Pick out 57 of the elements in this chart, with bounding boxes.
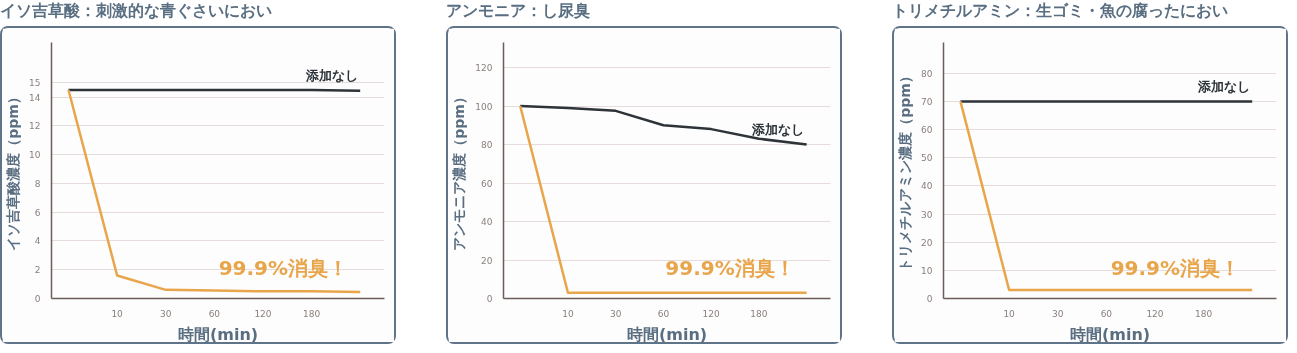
line-series <box>518 104 808 146</box>
x-tick-label: 30 <box>609 308 622 319</box>
x-tick-label: 180 <box>750 308 768 319</box>
y-tick-label: 100 <box>475 101 493 112</box>
x-tick-label: 120 <box>254 308 272 319</box>
x-tick-label: 10 <box>111 308 124 319</box>
y-tick-label: 60 <box>481 178 493 189</box>
x-tick-label: 120 <box>702 308 721 319</box>
chart-title: イソ吉草酸：刺激的な青ぐさいにおい <box>0 1 272 20</box>
x-axis-title: 時間(min) <box>626 324 708 344</box>
y-tick-label: 60 <box>921 125 933 136</box>
y-tick-label: 0 <box>486 294 493 304</box>
y-tick-label: 12 <box>29 121 41 132</box>
x-axis-title: 時間(min) <box>1069 324 1151 344</box>
y-tick-label: 80 <box>481 140 493 151</box>
x-tick-label: 60 <box>208 308 221 319</box>
x-tick-label: 120 <box>1146 308 1164 319</box>
x-tick-label: 10 <box>562 308 574 319</box>
chart-title: アンモニア：し尿臭 <box>446 1 590 20</box>
y-tick-label: 70 <box>921 97 933 108</box>
annotation: 99.9%消臭！ <box>665 255 795 280</box>
annotation: 99.9%消臭！ <box>1110 255 1241 280</box>
y-axis-title: アンモニア濃度（ppm） <box>451 90 468 251</box>
series-label: 添加なし <box>1196 78 1250 94</box>
y-axis-title: トリメチルアミン濃度（ppm） <box>897 69 914 272</box>
x-tick-label: 180 <box>1194 308 1213 319</box>
y-tick-label: 120 <box>475 63 493 74</box>
y-tick-label: 40 <box>921 181 933 192</box>
y-tick-label: 0 <box>926 294 933 304</box>
series-label: 添加なし <box>751 121 805 137</box>
x-tick-label: 10 <box>1003 308 1016 319</box>
y-tick-label: 6 <box>34 207 41 218</box>
y-tick-label: 30 <box>921 209 933 220</box>
x-tick-label: 60 <box>1100 308 1113 319</box>
chart-title: トリメチルアミン：生ゴミ・魚の腐ったにおい <box>892 1 1228 20</box>
y-tick-label: 0 <box>34 294 41 304</box>
x-axis-title: 時間(min) <box>177 324 259 344</box>
y-tick-label: 4 <box>34 236 41 247</box>
y-tick-label: 10 <box>29 150 41 161</box>
y-tick-label: 20 <box>921 237 933 248</box>
y-tick-label: 20 <box>481 255 493 266</box>
y-tick-label: 40 <box>481 217 493 228</box>
y-tick-label: 14 <box>29 92 41 103</box>
y-axis-title: イソ吉草酸濃度（ppm） <box>5 90 22 251</box>
y-tick-label: 10 <box>921 265 933 276</box>
y-tick-label: 80 <box>921 68 933 79</box>
x-tick-label: 60 <box>657 308 670 319</box>
annotation: 99.9%消臭！ <box>218 255 349 280</box>
y-tick-label: 2 <box>34 265 41 276</box>
y-tick-label: 50 <box>921 153 933 164</box>
series-label: 添加なし <box>304 67 358 83</box>
line-series <box>67 88 362 294</box>
x-tick-label: 30 <box>160 308 172 319</box>
x-tick-label: 30 <box>1052 308 1064 319</box>
y-tick-label: 15 <box>29 78 41 89</box>
y-tick-label: 8 <box>34 178 41 189</box>
x-tick-label: 180 <box>302 308 321 319</box>
